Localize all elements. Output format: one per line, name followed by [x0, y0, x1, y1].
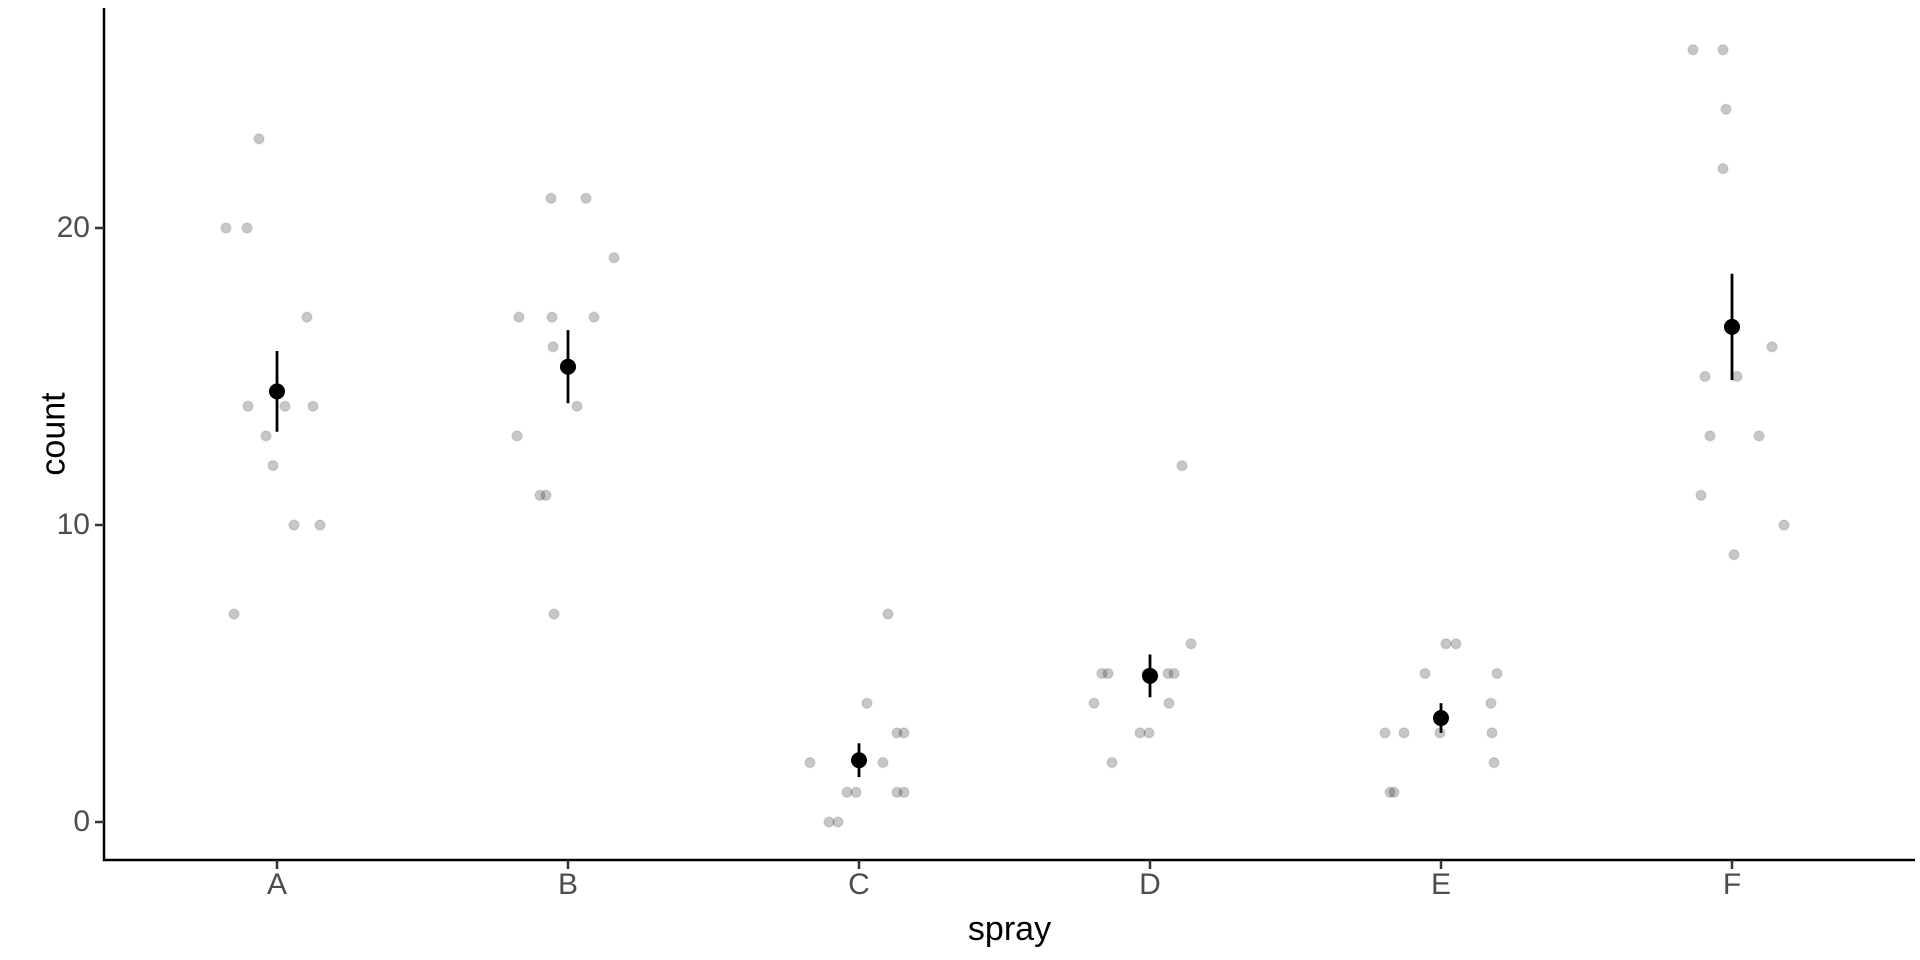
jitter-point: [1728, 548, 1740, 561]
jitter-point: [1106, 756, 1118, 769]
jitter-point: [882, 608, 894, 620]
jitter-point: [1486, 727, 1498, 739]
jitter-point: [1699, 370, 1711, 383]
mean-point: [560, 358, 576, 375]
jitter-point: [804, 756, 816, 769]
jitter-point: [1096, 667, 1108, 680]
axis-lines: [102, 8, 1915, 862]
jitter-point: [546, 311, 558, 323]
jitter-point: [540, 489, 552, 502]
jitter-point: [513, 311, 525, 323]
jitter-point: [241, 222, 253, 234]
mean-point: [1724, 318, 1740, 335]
jitter-point: [301, 311, 313, 323]
x-tick-label-B: B: [557, 868, 578, 901]
jitter-point: [850, 786, 862, 799]
jitter-point: [1720, 103, 1732, 115]
jitter-point: [1088, 697, 1100, 709]
x-tick-label-C: C: [848, 868, 870, 901]
jitter-point: [877, 756, 889, 769]
jitter-point: [891, 786, 903, 799]
jitter-point: [1717, 44, 1729, 56]
jitter-point: [898, 727, 910, 739]
jitter-point: [228, 608, 240, 620]
mean-point: [1433, 710, 1449, 727]
jitter-point: [1488, 756, 1500, 769]
x-tick-label-A: A: [266, 868, 287, 901]
jitter-point: [1485, 697, 1497, 709]
y-axis-title: count: [34, 392, 73, 476]
x-tick-label-F: F: [1722, 868, 1742, 901]
jitter-point: [1753, 430, 1765, 442]
jitter-point: [1440, 638, 1452, 650]
jitter-point: [1168, 667, 1180, 680]
jitter-point: [279, 400, 291, 412]
jitter-point: [1491, 667, 1503, 680]
jitter-point: [832, 816, 844, 828]
x-tick-label-D: D: [1139, 868, 1161, 901]
jitter-point: [1143, 727, 1155, 739]
mean-point: [1142, 667, 1158, 684]
jitter-point: [891, 727, 903, 739]
jitter-point: [1717, 162, 1729, 175]
jitter-point: [253, 133, 265, 145]
jitter-point: [898, 786, 910, 799]
jitter-point: [548, 608, 560, 620]
jitter-point: [571, 400, 583, 412]
jitter-point: [861, 697, 873, 709]
jitter-point: [511, 430, 523, 442]
x-tick-label-E: E: [1430, 868, 1451, 901]
jitter-point: [1163, 697, 1175, 709]
jitter-point: [823, 816, 835, 828]
jitter-point: [242, 400, 254, 412]
jitter-point: [1388, 786, 1400, 799]
jitter-point: [1419, 667, 1431, 680]
jitter-point: [260, 430, 272, 442]
jitter-point: [580, 192, 592, 205]
jitter-point: [534, 489, 546, 502]
jitter-point: [1687, 44, 1699, 56]
jitter-point: [314, 519, 326, 531]
jitter-point: [1766, 341, 1778, 353]
y-tick-label-20: 20: [56, 211, 90, 244]
jitter-point: [220, 222, 232, 234]
jitter-point: [1134, 727, 1146, 739]
y-tick-label-0: 0: [73, 805, 90, 838]
jitter-point: [1450, 638, 1462, 650]
jitter-point: [1704, 430, 1716, 442]
jitter-point: [1731, 370, 1743, 383]
y-tick-label-10: 10: [56, 508, 90, 541]
mean-point: [851, 752, 867, 769]
jitter-point: [307, 400, 319, 412]
jitter-point: [841, 786, 853, 799]
jitter-point: [1176, 459, 1188, 472]
jitter-point: [1162, 667, 1174, 680]
jitter-point: [1102, 667, 1114, 680]
jitter-point: [1185, 638, 1197, 650]
jitter-point: [545, 192, 557, 205]
jitter-point: [288, 519, 300, 531]
jitter-point: [1778, 519, 1790, 531]
jitter-point: [588, 311, 600, 323]
jitter-point: [547, 341, 559, 353]
jitter-point: [1384, 786, 1396, 799]
jitter-point: [608, 251, 620, 264]
mean-point: [269, 383, 285, 400]
jitter-point: [1398, 727, 1410, 739]
jitter-point: [1379, 727, 1391, 739]
jitter-point: [1695, 489, 1707, 502]
jitter-point: [267, 459, 279, 472]
x-axis-title: spray: [967, 910, 1052, 948]
